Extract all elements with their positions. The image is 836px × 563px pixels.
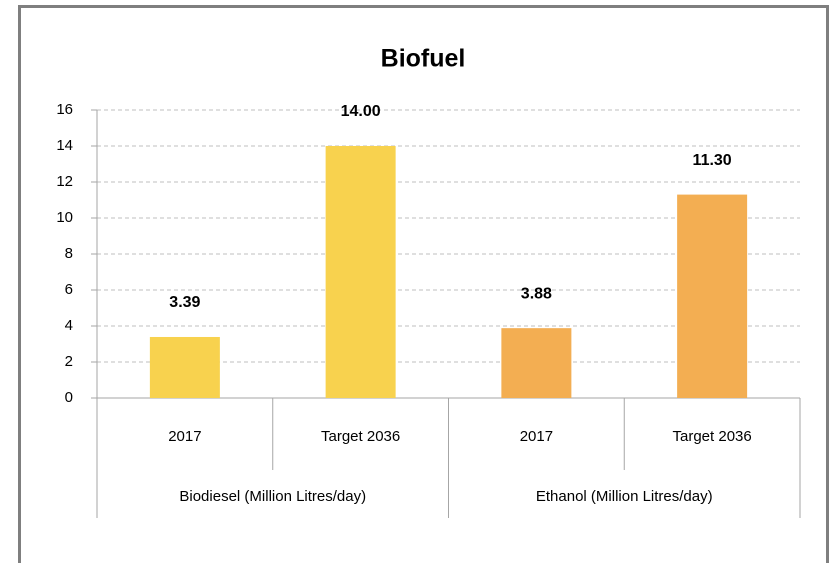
y-tick-label: 10 (56, 209, 73, 226)
chart-title: Biofuel (381, 45, 466, 73)
bar (149, 336, 220, 398)
group-label: Ethanol (Million Litres/day) (536, 488, 713, 505)
bar (325, 146, 396, 398)
y-tick-label: 8 (65, 245, 73, 262)
y-tick-label: 6 (65, 281, 73, 298)
group-label: Biodiesel (Million Litres/day) (179, 488, 366, 505)
y-tick-label: 14 (56, 137, 73, 154)
y-tick-label: 16 (56, 101, 73, 118)
x-tick-label: 2017 (168, 428, 201, 445)
data-label: 3.88 (521, 285, 552, 302)
data-label: 14.00 (341, 103, 381, 120)
y-tick-label: 2 (65, 353, 73, 370)
x-tick-label: Target 2036 (321, 428, 400, 445)
x-tick-label: 2017 (520, 428, 553, 445)
y-tick-label: 0 (65, 389, 73, 406)
y-tick-label: 4 (65, 317, 73, 334)
data-label: 11.30 (693, 152, 732, 169)
x-tick-label: Target 2036 (673, 428, 752, 445)
bar (501, 328, 572, 398)
y-tick-label: 12 (56, 173, 73, 190)
bar (677, 194, 748, 398)
data-label: 3.39 (169, 294, 200, 311)
